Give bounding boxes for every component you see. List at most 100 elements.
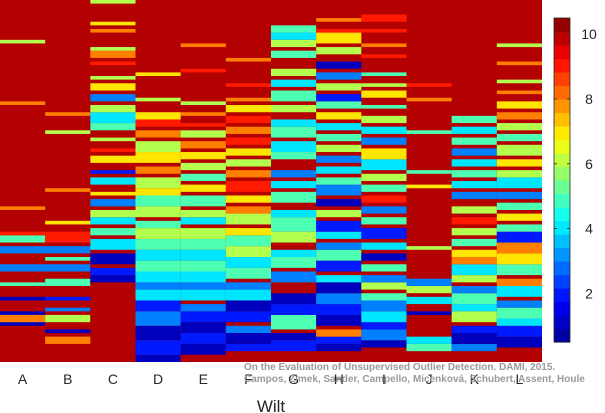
heatmap-cell bbox=[451, 293, 497, 305]
heatmap-cell bbox=[90, 61, 136, 66]
colorbar-segment bbox=[554, 220, 570, 235]
heatmap-cell bbox=[496, 325, 542, 337]
heatmap-cell bbox=[90, 228, 136, 236]
heatmap-cell bbox=[316, 242, 362, 250]
heatmap-cell bbox=[180, 304, 226, 312]
heatmap-cell bbox=[496, 79, 542, 84]
heatmap-cell bbox=[45, 336, 91, 344]
heatmap-cell bbox=[90, 123, 136, 131]
heatmap-cell bbox=[496, 170, 542, 178]
heatmap-cell bbox=[180, 238, 226, 250]
heatmap-cell bbox=[451, 343, 497, 352]
heatmap-cell bbox=[271, 104, 317, 113]
heatmap-cell bbox=[135, 260, 181, 272]
heatmap-cell bbox=[180, 289, 226, 301]
heatmap-cell bbox=[496, 318, 542, 326]
x-tick-label: J bbox=[426, 371, 433, 387]
heatmap-cell bbox=[225, 104, 271, 113]
heatmap-cell bbox=[361, 43, 407, 48]
heatmap-cell bbox=[451, 126, 497, 134]
heatmap-cell bbox=[271, 50, 317, 58]
heatmap-cell bbox=[271, 340, 317, 352]
heatmap-cell bbox=[271, 191, 317, 203]
colorbar-tick-label: 4 bbox=[585, 221, 593, 237]
heatmap-cell bbox=[496, 336, 542, 348]
heatmap-cell bbox=[0, 264, 46, 272]
heatmap-cell bbox=[180, 354, 226, 362]
heatmap-cell bbox=[135, 112, 181, 120]
heatmap-column-j bbox=[406, 83, 452, 362]
heatmap-cell bbox=[180, 260, 226, 272]
x-tick-label: E bbox=[199, 371, 208, 387]
colorbar-segment bbox=[554, 274, 570, 289]
heatmap-cell bbox=[90, 76, 136, 80]
heatmap-cell bbox=[225, 246, 271, 258]
heatmap-cell bbox=[225, 282, 271, 290]
heatmap-cell bbox=[496, 123, 542, 131]
heatmap-cell bbox=[361, 311, 407, 323]
heatmap-cell bbox=[135, 282, 181, 290]
heatmap-cell bbox=[0, 235, 46, 243]
heatmap-cell bbox=[361, 275, 407, 283]
colorbar-segment bbox=[554, 193, 570, 208]
heatmap-cell bbox=[451, 275, 497, 283]
heatmap-cell bbox=[271, 271, 317, 283]
heatmap-cell bbox=[135, 289, 181, 301]
heatmap-cell bbox=[451, 249, 497, 258]
heatmap-cell bbox=[406, 351, 452, 362]
heatmap-cell bbox=[496, 264, 542, 276]
heatmap-cell bbox=[316, 275, 362, 283]
colorbar-segment bbox=[554, 315, 570, 330]
heatmap-cell bbox=[271, 25, 317, 33]
colorbar-segment bbox=[554, 328, 570, 343]
heatmap-column-c bbox=[90, 0, 136, 334]
heatmap-cell bbox=[316, 94, 362, 102]
heatmap-cell bbox=[496, 191, 542, 200]
x-tick-label: A bbox=[18, 371, 28, 387]
heatmap-cell bbox=[135, 340, 181, 355]
heatmap-cell bbox=[496, 285, 542, 297]
colorbar-segment bbox=[554, 112, 570, 127]
heatmap-cell bbox=[361, 340, 407, 348]
heatmap-cell bbox=[225, 311, 271, 323]
heatmap-cell bbox=[271, 217, 317, 232]
colorbar-segment bbox=[554, 301, 570, 316]
heatmap-column-b bbox=[45, 112, 91, 352]
heatmap-cell bbox=[361, 83, 407, 87]
heatmap-cell bbox=[316, 32, 362, 44]
colorbar-segment bbox=[554, 234, 570, 249]
heatmap-cell bbox=[361, 228, 407, 239]
heatmap-cell bbox=[180, 68, 226, 73]
heatmap-cell bbox=[135, 195, 181, 207]
heatmap-cell bbox=[271, 39, 317, 48]
heatmap-cell bbox=[45, 257, 91, 261]
heatmap-cell bbox=[271, 141, 317, 153]
heatmap-cell bbox=[316, 329, 362, 337]
heatmap-cell bbox=[406, 130, 452, 134]
heatmap-cell bbox=[271, 119, 317, 127]
heatmap-cell bbox=[316, 112, 362, 120]
heatmap-cell bbox=[135, 220, 181, 229]
heatmap-cell bbox=[451, 264, 497, 276]
heatmap-cell bbox=[135, 119, 181, 127]
heatmap-cell bbox=[90, 191, 136, 196]
heatmap-area bbox=[0, 0, 542, 362]
heatmap-cell bbox=[361, 148, 407, 160]
heatmap-cell bbox=[0, 246, 46, 254]
heatmap-cell bbox=[451, 325, 497, 334]
heatmap-cell bbox=[316, 351, 362, 362]
heatmap-cell bbox=[361, 159, 407, 171]
colorbar-segment bbox=[554, 180, 570, 195]
heatmap-cell bbox=[361, 184, 407, 192]
heatmap-cell bbox=[271, 257, 317, 268]
heatmap-cell bbox=[496, 253, 542, 265]
heatmap-cell bbox=[316, 177, 362, 185]
x-axis-title: Wilt bbox=[257, 397, 286, 413]
heatmap-cell bbox=[451, 137, 497, 145]
heatmap-cell bbox=[496, 159, 542, 167]
heatmap-cell bbox=[90, 267, 136, 276]
heatmap-cell bbox=[225, 228, 271, 236]
heatmap-cell bbox=[316, 28, 362, 33]
heatmap-cell bbox=[361, 217, 407, 225]
heatmap-cell bbox=[406, 246, 452, 250]
